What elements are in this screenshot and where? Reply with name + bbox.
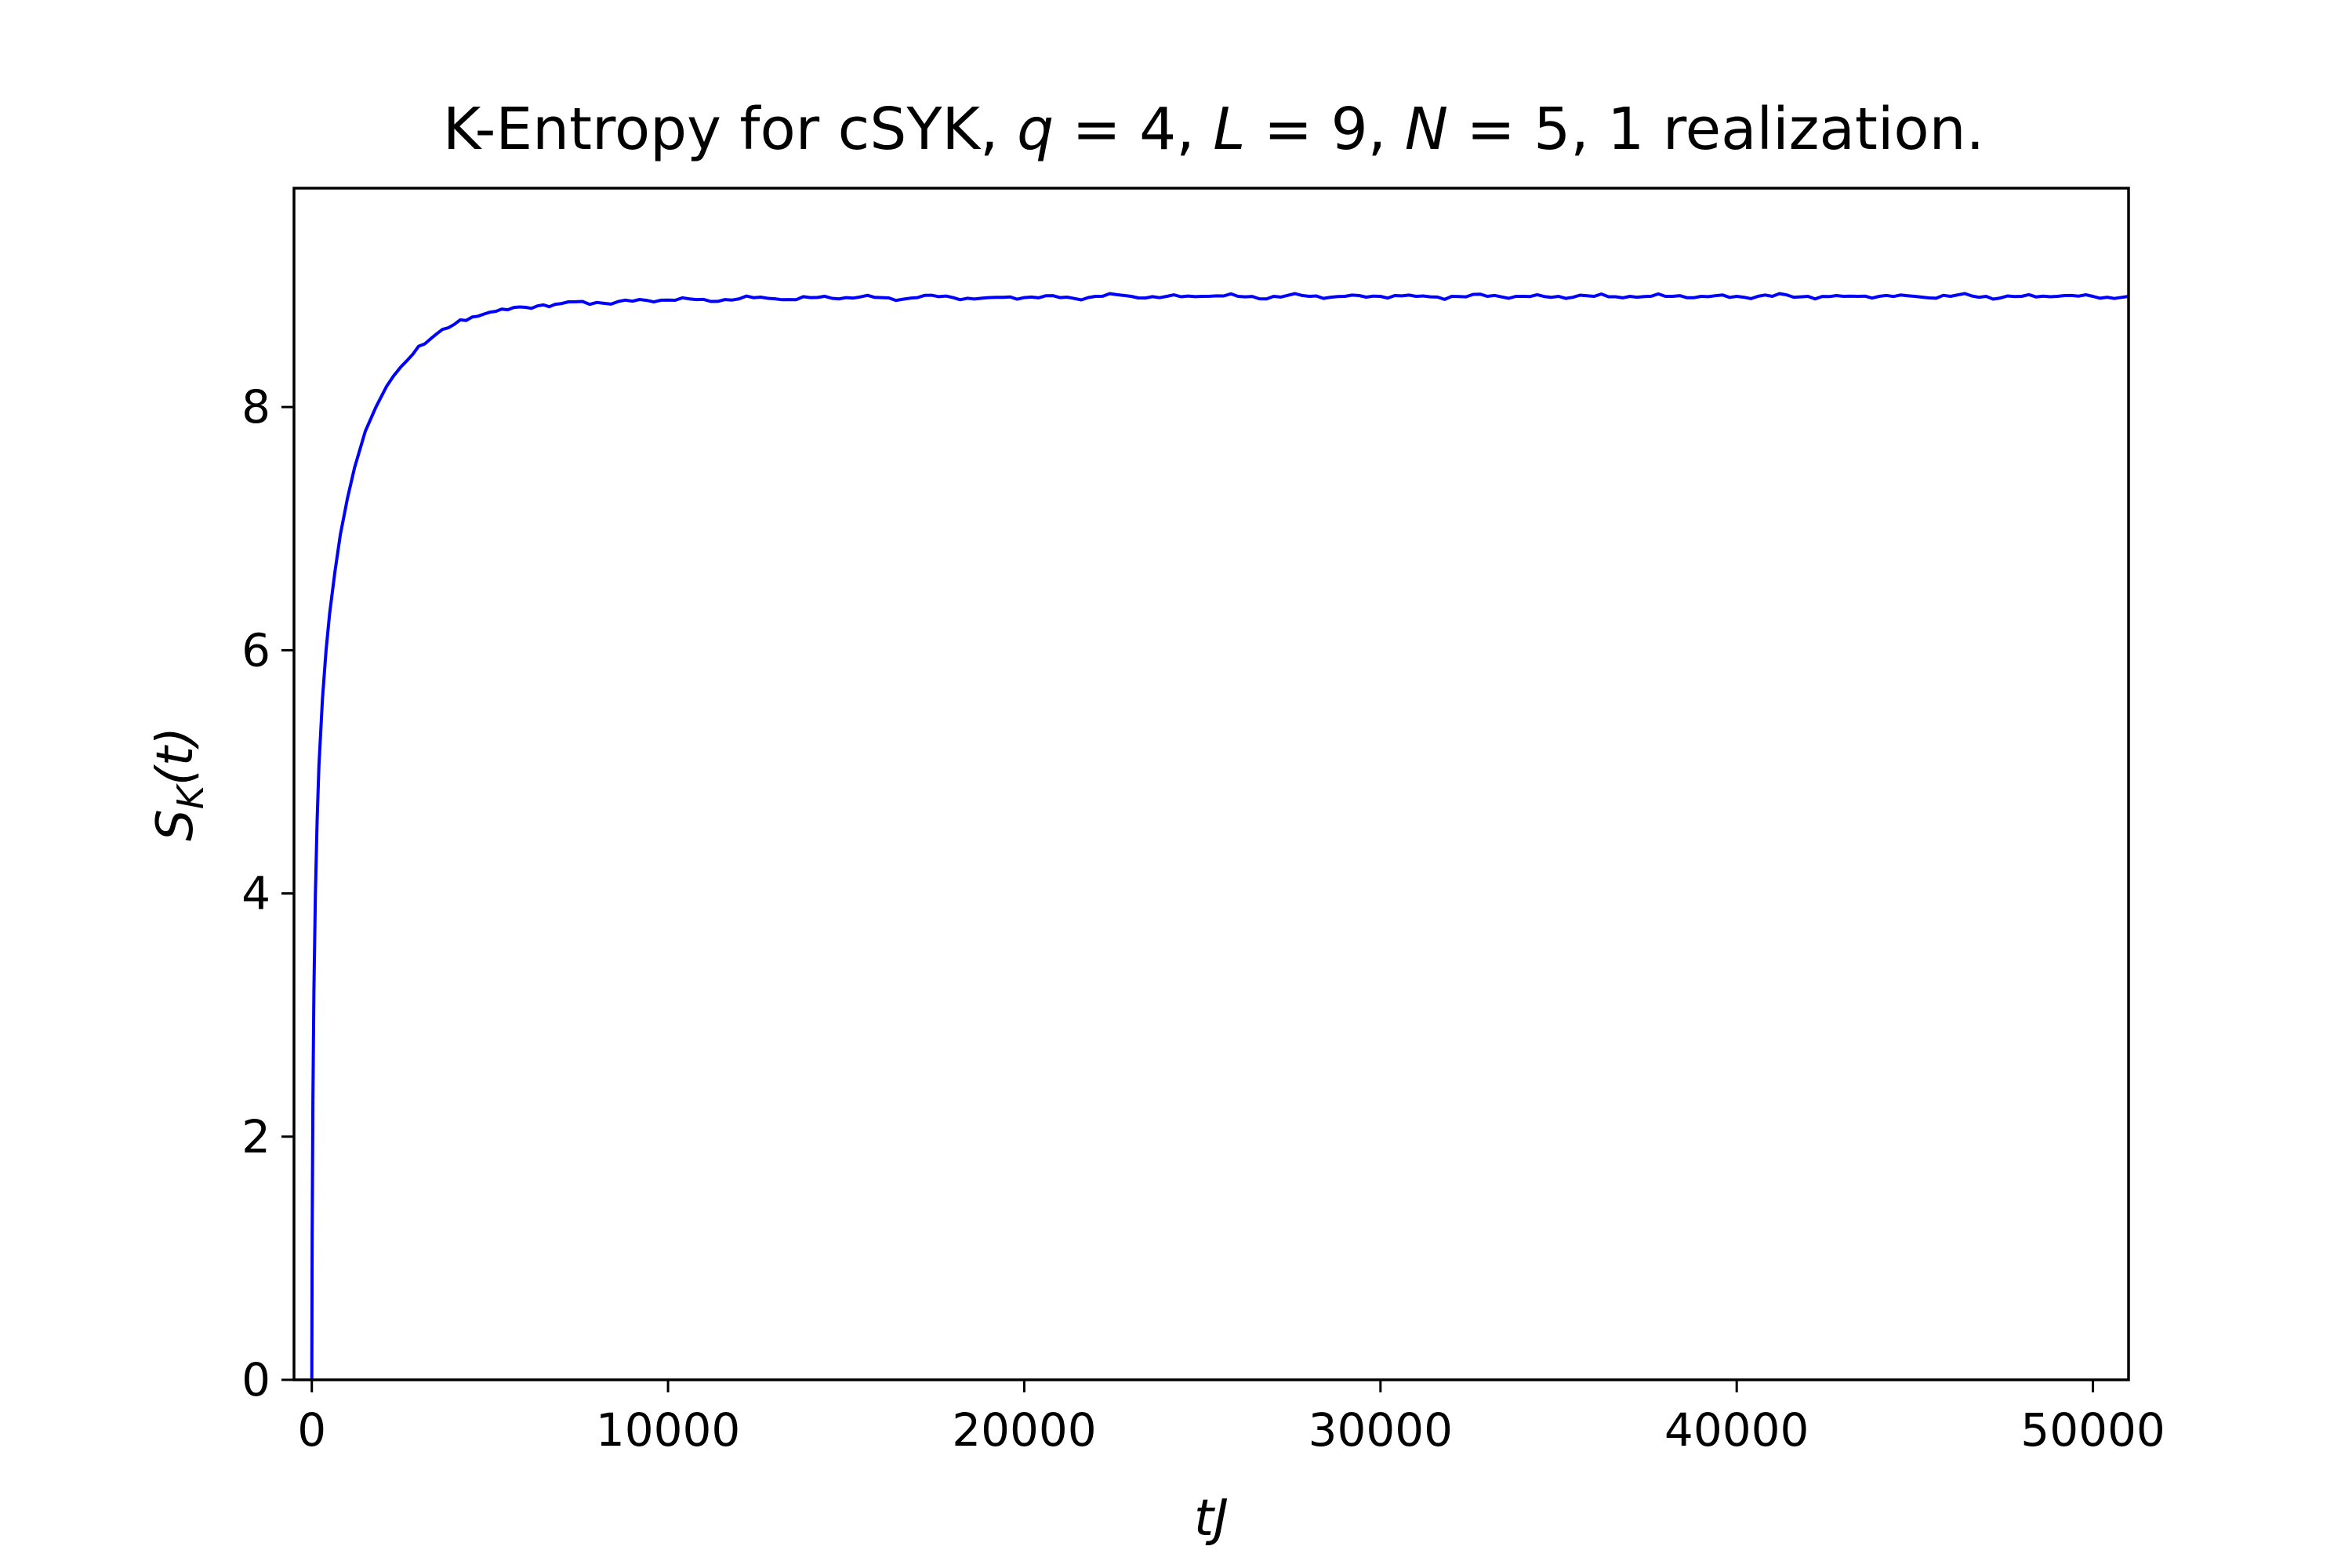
chart-title-part-5: N [1405,96,1448,163]
x-tick-label: 30000 [1308,1403,1454,1457]
chart-title-part-3: L [1213,96,1245,163]
chart-title-part-0: K-Entropy for cSYK, [443,96,1017,163]
chart-title-part-6: = 5, 1 realization. [1448,96,1984,163]
x-tick-label: 40000 [1664,1403,1809,1457]
series-line [310,292,2129,1381]
axes-frame [292,187,2130,1381]
y-axis-label-base: S [147,809,205,841]
y-tick-label: 6 [241,623,270,677]
y-axis-label-subscript: K [169,782,212,809]
y-tick-label: 4 [241,867,270,920]
x-axis-label: tJ [1194,1490,1229,1548]
y-tick-label: 2 [241,1110,270,1163]
x-tick-label: 50000 [2020,1403,2165,1457]
x-tick-label: 10000 [596,1403,741,1457]
plot-area [310,292,2129,1381]
x-tick-label: 0 [297,1403,326,1457]
y-axis: 0 2 4 6 8 [241,380,294,1406]
chart-title-part-4: = 9, [1246,96,1405,163]
chart-title: K-Entropy for cSYK, q = 4, L = 9, N = 5,… [443,96,1984,163]
y-axis-label-argument: (t) [147,727,205,786]
chart-title-part-1: q [1017,96,1054,163]
x-axis: 0 10000 20000 30000 40000 50000 [297,1380,2165,1457]
y-axis-label: SK(t) [147,727,212,841]
x-tick-label: 20000 [952,1403,1097,1457]
y-tick-label: 8 [241,380,270,434]
chart-title-part-2: = 4, [1054,96,1213,163]
y-tick-label: 0 [241,1353,270,1406]
